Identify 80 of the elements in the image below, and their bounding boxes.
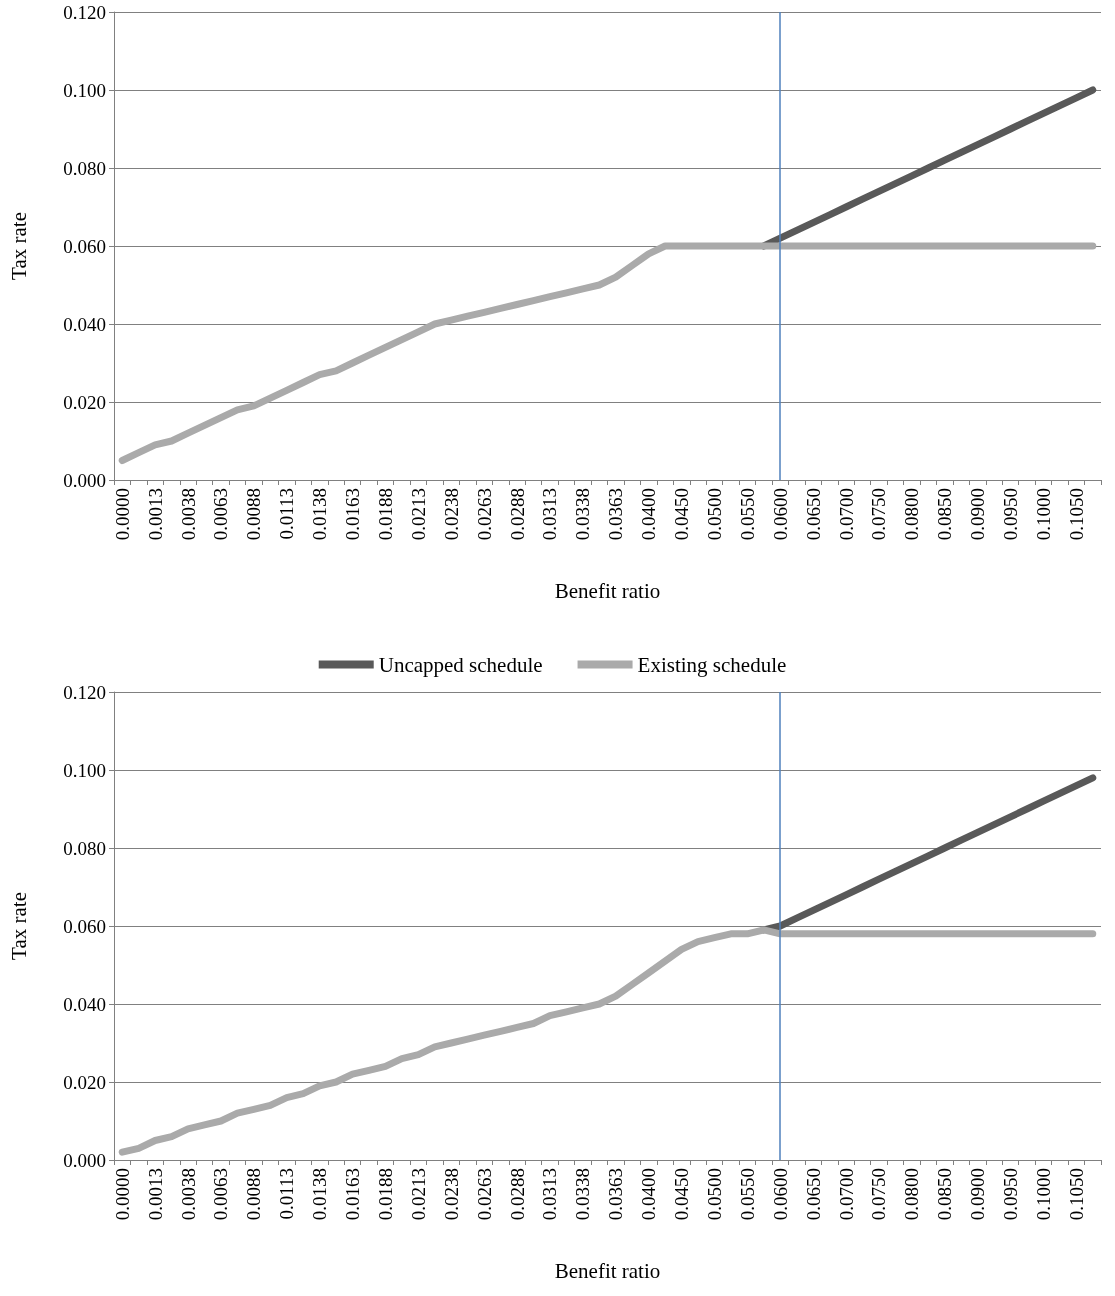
x-tick-label: 0.0950 xyxy=(1000,1168,1022,1221)
x-tick-label: 0.0850 xyxy=(934,1168,956,1221)
x-tick-label: 0.0363 xyxy=(605,488,627,541)
x-tick-label: 0.0088 xyxy=(243,1168,265,1221)
x-tick-label: 0.0000 xyxy=(111,1168,133,1221)
x-tick-label: 0.0338 xyxy=(572,488,594,541)
x-tick-label: 0.0188 xyxy=(374,488,396,541)
x-tick-label: 0.0113 xyxy=(276,1168,298,1220)
x-tick-label: 0.0500 xyxy=(703,1168,725,1221)
x-tick-label: 0.0138 xyxy=(309,1168,331,1221)
x-tick-label: 0.0800 xyxy=(901,488,923,541)
x-tick-label: 0.0013 xyxy=(144,1168,166,1221)
y-axis-title: Tax rate xyxy=(6,892,31,960)
x-tick-label: 0.0263 xyxy=(473,488,495,541)
y-tick-label: 0.080 xyxy=(63,837,106,859)
x-tick-label: 0.0338 xyxy=(572,1168,594,1221)
x-tick-label: 0.0213 xyxy=(407,1168,429,1221)
x-tick-label: 0.0313 xyxy=(539,488,561,541)
x-tick-label: 0.0163 xyxy=(342,1168,364,1221)
y-tick-label: 0.020 xyxy=(63,391,106,413)
x-tick-label: 0.1050 xyxy=(1065,488,1087,541)
x-tick-label: 0.0900 xyxy=(967,488,989,541)
x-tick-label: 0.0700 xyxy=(835,1168,857,1221)
x-tick-label: 0.0450 xyxy=(671,488,693,541)
x-tick-label: 0.0138 xyxy=(309,488,331,541)
x-tick-label: 0.0313 xyxy=(539,1168,561,1221)
x-tick-label: 0.0238 xyxy=(440,1168,462,1221)
x-tick-label: 0.0013 xyxy=(144,488,166,541)
x-tick-label: 0.0038 xyxy=(177,488,199,541)
y-tick-label: 0.120 xyxy=(63,1,106,23)
x-tick-label: 0.0263 xyxy=(473,1168,495,1221)
x-tick-label: 0.0800 xyxy=(901,1168,923,1221)
x-tick-label: 0.0188 xyxy=(374,1168,396,1221)
y-tick-label: 0.020 xyxy=(63,1071,106,1093)
x-tick-label: 0.0238 xyxy=(440,488,462,541)
x-tick-label: 0.0113 xyxy=(276,488,298,540)
x-tick-label: 0.0213 xyxy=(407,488,429,541)
y-tick-label: 0.060 xyxy=(63,235,106,257)
x-tick-label: 0.0063 xyxy=(210,1168,232,1221)
x-tick-label: 0.1050 xyxy=(1065,1168,1087,1221)
x-axis-title: Benefit ratio xyxy=(554,1258,661,1283)
y-tick-label: 0.100 xyxy=(63,759,106,781)
x-tick-label: 0.0900 xyxy=(967,1168,989,1221)
x-tick-label: 0.0288 xyxy=(506,1168,528,1221)
y-axis-title: Tax rate xyxy=(6,212,31,280)
x-tick-label: 0.0700 xyxy=(835,488,857,541)
x-tick-label: 0.0650 xyxy=(802,488,824,541)
y-tick-label: 0.080 xyxy=(63,157,106,179)
x-tick-label: 0.0750 xyxy=(868,1168,890,1221)
x-tick-label: 0.0400 xyxy=(638,1168,660,1221)
y-tick-label: 0.000 xyxy=(63,1149,106,1171)
x-tick-label: 0.0500 xyxy=(703,488,725,541)
x-tick-label: 0.0000 xyxy=(111,488,133,541)
x-tick-label: 0.0400 xyxy=(638,488,660,541)
x-tick-label: 0.0650 xyxy=(802,1168,824,1221)
x-axis-title: Benefit ratio xyxy=(554,578,661,603)
x-tick-label: 0.0450 xyxy=(671,1168,693,1221)
y-tick-label: 0.060 xyxy=(63,915,106,937)
y-tick-label: 0.120 xyxy=(63,681,106,703)
x-tick-label: 0.0600 xyxy=(769,488,791,541)
x-tick-label: 0.0750 xyxy=(868,488,890,541)
x-tick-label: 0.0850 xyxy=(934,488,956,541)
legend-label: Existing schedule xyxy=(637,652,787,677)
x-tick-label: 0.0038 xyxy=(177,1168,199,1221)
x-tick-label: 0.0950 xyxy=(1000,488,1022,541)
x-tick-label: 0.1000 xyxy=(1032,1168,1054,1221)
x-tick-label: 0.0550 xyxy=(736,488,758,541)
x-tick-label: 0.0600 xyxy=(769,1168,791,1221)
y-tick-label: 0.040 xyxy=(63,993,106,1015)
x-tick-label: 0.1000 xyxy=(1032,488,1054,541)
x-tick-label: 0.0550 xyxy=(736,1168,758,1221)
x-tick-label: 0.0163 xyxy=(342,488,364,541)
x-tick-label: 0.0363 xyxy=(605,1168,627,1221)
x-tick-label: 0.0063 xyxy=(210,488,232,541)
y-tick-label: 0.000 xyxy=(63,469,106,491)
y-tick-label: 0.040 xyxy=(63,313,106,335)
x-tick-label: 0.0288 xyxy=(506,488,528,541)
x-tick-label: 0.0088 xyxy=(243,488,265,541)
legend-label: Uncapped schedule xyxy=(378,652,543,677)
y-tick-label: 0.100 xyxy=(63,79,106,101)
